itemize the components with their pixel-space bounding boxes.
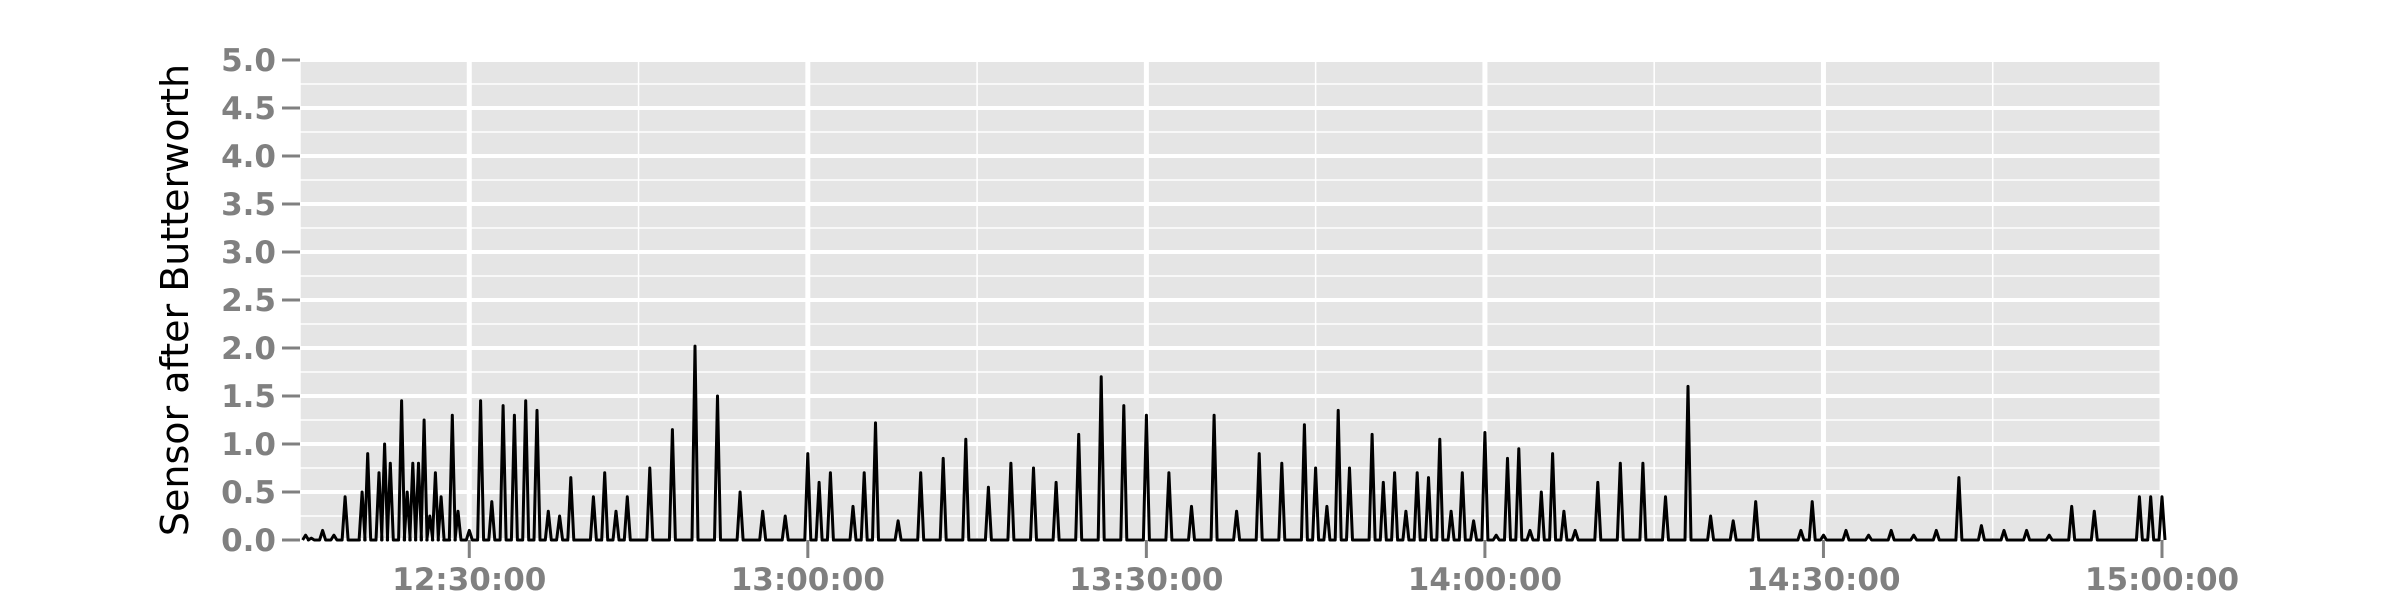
y-tick-label: 4.0: [221, 139, 276, 175]
y-tick-label: 1.0: [221, 427, 276, 463]
x-tick-label: 13:30:00: [1069, 562, 1223, 598]
x-tick-label: 14:00:00: [1408, 562, 1562, 598]
x-axis: 12:30:00 13:00:00 13:30:00 14:00:00 14:30:00…: [392, 540, 2239, 598]
x-tick-label: 14:30:00: [1746, 562, 1900, 598]
series-line: [301, 344, 2167, 542]
x-tick-label: 13:00:00: [731, 562, 885, 598]
x-tick-label: 12:30:00: [392, 562, 546, 598]
major-gridlines: [300, 58, 2165, 542]
y-axis: 0.0 0.5 1.0 1.5 2.0 2.5 3.0 3.5 4.0 4.5 5.0: [221, 43, 300, 559]
y-tick-label: 1.5: [221, 379, 276, 415]
y-tick-label: 2.0: [221, 331, 276, 367]
y-axis-title: Sensor after Butterworth: [153, 64, 197, 536]
x-tick-label: 15:00:00: [2085, 562, 2239, 598]
y-tick-label: 0.0: [221, 523, 276, 559]
y-tick-label: 4.5: [221, 91, 276, 127]
y-tick-label: 5.0: [221, 43, 276, 79]
y-tick-label: 0.5: [221, 475, 276, 511]
y-tick-label: 3.0: [221, 235, 276, 271]
y-tick-label: 3.5: [221, 187, 276, 223]
y-tick-label: 2.5: [221, 283, 276, 319]
